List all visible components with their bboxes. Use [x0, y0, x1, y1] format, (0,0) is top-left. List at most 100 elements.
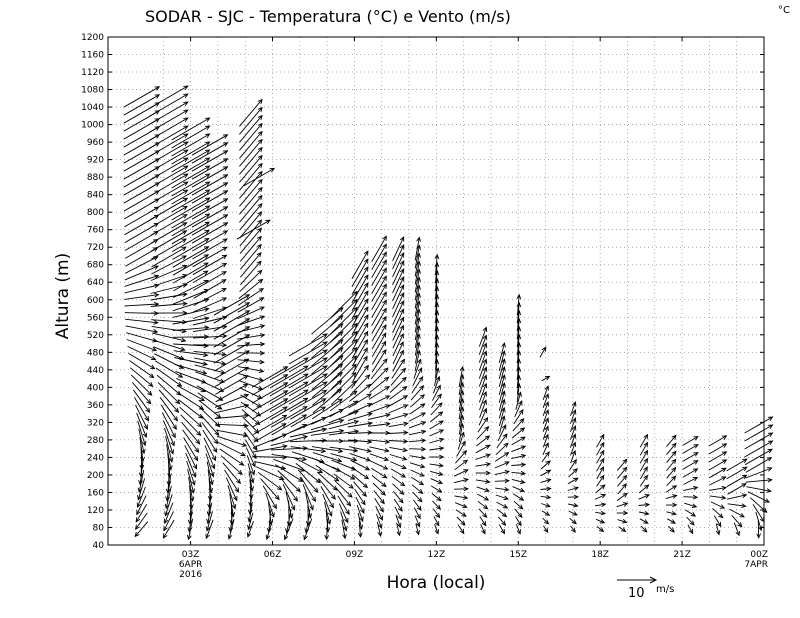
- wind-barb: [161, 412, 176, 439]
- y-tick-label: 120: [87, 506, 104, 516]
- wind-barb-shaft: [288, 349, 328, 373]
- wind-barb-shaft: [498, 416, 505, 434]
- wind-barb: [239, 122, 263, 151]
- wind-barb: [542, 385, 549, 401]
- wind-barb-shaft: [150, 222, 187, 244]
- wind-barb-shaft: [513, 409, 524, 425]
- wind-barb-head: [222, 238, 228, 243]
- wind-barb-head: [248, 502, 254, 508]
- wind-barb-shaft: [337, 495, 350, 515]
- wind-barb-head: [519, 487, 525, 493]
- wind-barb-head: [399, 260, 405, 266]
- wind-profile: [429, 253, 445, 535]
- wind-barb-shaft: [150, 274, 187, 288]
- wind-barb-head: [436, 496, 442, 502]
- wind-barb-head: [358, 524, 364, 530]
- wind-barb: [134, 521, 149, 538]
- wind-barb-shaft: [569, 417, 576, 433]
- wind-barb-head: [138, 480, 143, 486]
- wind-barb: [683, 494, 699, 500]
- wind-barb-shaft: [239, 387, 262, 399]
- wind-barb-shaft: [455, 450, 467, 464]
- wind-barb-head: [381, 332, 387, 338]
- wind-barb-head: [573, 486, 579, 491]
- wind-barb-head: [517, 391, 522, 397]
- wind-barb: [475, 462, 492, 467]
- wind-barb: [171, 221, 211, 245]
- wind-barb: [191, 158, 229, 180]
- wind-barb-head: [303, 534, 308, 541]
- wind-barb: [135, 404, 148, 430]
- wind-barb-head: [175, 399, 181, 405]
- wind-barb-shaft: [186, 460, 196, 486]
- wind-barb: [347, 421, 373, 428]
- wind-barb-shaft: [139, 436, 144, 462]
- wind-barb-head: [265, 534, 271, 541]
- wind-barb-shaft: [328, 410, 359, 424]
- wind-barb: [135, 503, 148, 523]
- wind-barb: [189, 485, 194, 510]
- wind-barb: [515, 391, 522, 410]
- wind-barb-shaft: [239, 211, 262, 239]
- wind-barb-head: [324, 534, 330, 541]
- wind-barb: [476, 486, 490, 493]
- wind-barb: [149, 165, 189, 189]
- wind-barb: [456, 440, 466, 457]
- wind-barb-head: [352, 338, 358, 344]
- wind-barb-head: [249, 478, 255, 484]
- wind-barb-shaft: [666, 435, 677, 447]
- wind-barb-head: [257, 186, 263, 193]
- wind-barb: [351, 322, 369, 351]
- wind-barb-head: [501, 398, 506, 405]
- wind-barb-head: [153, 320, 159, 325]
- wind-barb-shaft: [414, 293, 420, 317]
- y-tick-label: 600: [87, 296, 104, 306]
- wind-barb: [412, 367, 423, 387]
- wind-barb: [498, 350, 506, 372]
- wind-barb-shaft: [715, 523, 720, 535]
- wind-barb-head: [501, 350, 506, 356]
- wind-barb-shaft: [639, 518, 649, 524]
- wind-barb-shaft: [541, 503, 551, 507]
- wind-barb-shaft: [149, 141, 189, 165]
- wind-barb: [217, 441, 246, 457]
- wind-barb-head: [183, 109, 189, 115]
- wind-barb: [173, 262, 209, 284]
- wind-barb: [253, 423, 287, 443]
- wind-barb: [267, 501, 274, 526]
- wind-barb-head: [500, 528, 506, 535]
- wind-barb-head: [385, 404, 391, 409]
- wind-barb: [352, 347, 368, 375]
- wind-barb-shaft: [388, 404, 408, 414]
- wind-barb-head: [204, 316, 210, 321]
- wind-barb-shaft: [162, 420, 175, 446]
- wind-barb-shaft: [239, 244, 262, 270]
- wind-barb-shaft: [253, 423, 287, 443]
- wind-barb-head: [365, 374, 371, 380]
- wind-barb-head: [382, 307, 387, 314]
- wind-barb-head: [600, 502, 607, 508]
- wind-barb-shaft: [351, 298, 369, 328]
- wind-barb-shaft: [187, 468, 195, 494]
- wind-barb: [480, 524, 486, 535]
- wind-barb-shaft: [512, 418, 525, 432]
- wind-barb: [312, 452, 343, 463]
- wind-barb-head: [259, 333, 266, 338]
- wind-barb: [569, 409, 577, 425]
- wind-barb-head: [290, 505, 296, 511]
- wind-barb-shaft: [191, 198, 228, 220]
- wind-barb: [236, 219, 271, 240]
- wind-barb: [167, 452, 172, 479]
- wind-barb-head: [573, 502, 579, 508]
- wind-barb-head: [398, 498, 404, 504]
- wind-barb-head: [257, 146, 263, 153]
- wind-barb: [640, 466, 648, 480]
- wind-barb-shaft: [192, 254, 227, 276]
- wind-barb: [413, 358, 422, 379]
- wind-barb: [269, 357, 309, 381]
- wind-barb: [166, 444, 173, 471]
- wind-barb-shaft: [708, 459, 727, 471]
- wind-barb-shaft: [149, 173, 189, 197]
- wind-barb-head: [282, 444, 288, 449]
- wind-barb-shaft: [374, 497, 384, 513]
